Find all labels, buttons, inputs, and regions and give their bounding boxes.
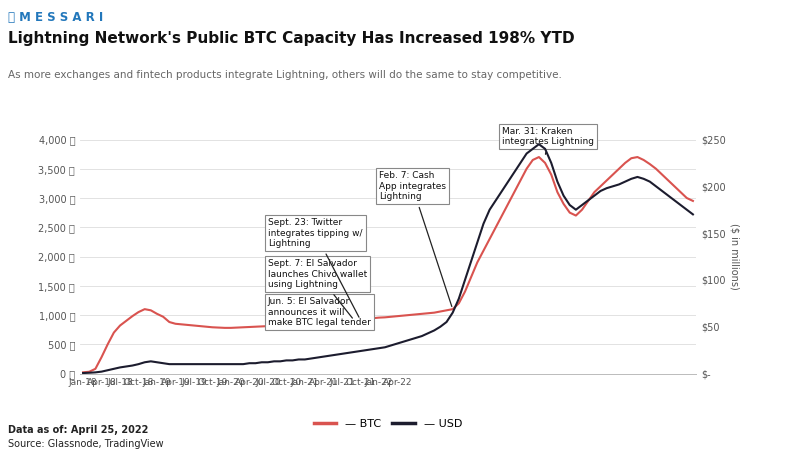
Y-axis label: ($ in millions): ($ in millions) <box>730 223 739 290</box>
Legend: — BTC, — USD: — BTC, — USD <box>310 414 466 433</box>
Text: Jun. 5: El Salvador
announces it will
make BTC legal tender: Jun. 5: El Salvador announces it will ma… <box>268 297 370 327</box>
Text: Source: Glassnode, TradingView: Source: Glassnode, TradingView <box>8 439 164 449</box>
Text: Data as of: April 25, 2022: Data as of: April 25, 2022 <box>8 425 148 435</box>
Text: ⛰ M E S S A R I: ⛰ M E S S A R I <box>8 11 103 24</box>
Text: Sept. 7: El Salvador
launches Chivo wallet
using Lightning: Sept. 7: El Salvador launches Chivo wall… <box>268 259 367 318</box>
Text: Mar. 31: Kraken
integrates Lightning: Mar. 31: Kraken integrates Lightning <box>502 127 594 154</box>
Text: Sept. 23: Twitter
integrates tipping w/
Lightning: Sept. 23: Twitter integrates tipping w/ … <box>268 218 362 317</box>
Text: Lightning Network's Public BTC Capacity Has Increased 198% YTD: Lightning Network's Public BTC Capacity … <box>8 32 574 46</box>
Text: Feb. 7: Cash
App integrates
Lightning: Feb. 7: Cash App integrates Lightning <box>378 171 452 306</box>
Text: As more exchanges and fintech products integrate Lightning, others will do the s: As more exchanges and fintech products i… <box>8 70 562 80</box>
